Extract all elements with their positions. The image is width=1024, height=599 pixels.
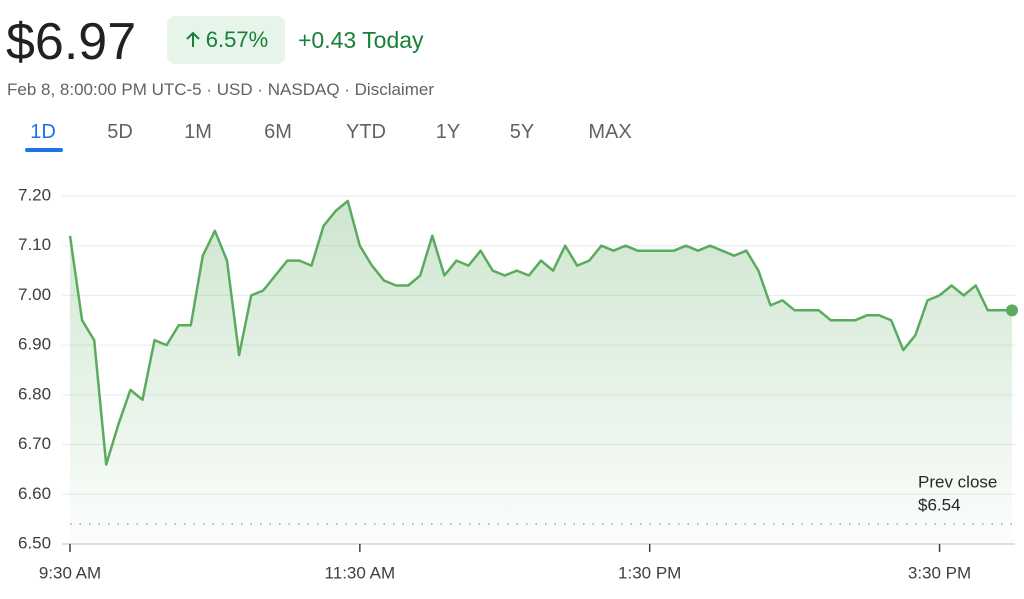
x-tick-label: 3:30 PM bbox=[908, 563, 971, 582]
x-tick-label: 9:30 AM bbox=[39, 563, 101, 582]
price-line bbox=[68, 199, 1012, 466]
range-tab[interactable]: 5Y bbox=[509, 121, 535, 143]
price-area bbox=[70, 201, 1012, 544]
y-tick-label: 7.10 bbox=[18, 235, 51, 254]
y-tick-label: 7.00 bbox=[18, 285, 51, 304]
y-tick-label: 6.70 bbox=[18, 434, 51, 453]
range-tab[interactable]: 1D bbox=[30, 121, 56, 143]
y-tick-label: 6.90 bbox=[18, 335, 51, 354]
range-tab[interactable]: YTD bbox=[346, 121, 386, 143]
range-tab[interactable]: 5D bbox=[107, 121, 133, 143]
change-today: +0.43 Today bbox=[298, 27, 424, 53]
range-tab[interactable]: 6M bbox=[264, 121, 292, 143]
change-badge: 6.57% bbox=[167, 16, 285, 64]
change-percent: 6.57% bbox=[205, 27, 269, 52]
y-tick-label: 6.50 bbox=[18, 533, 51, 552]
up-arrow bbox=[186, 31, 200, 47]
tab-underline bbox=[25, 148, 63, 152]
y-tick-label: 6.60 bbox=[18, 484, 51, 503]
range-tab[interactable]: MAX bbox=[588, 121, 632, 143]
price: $6.97 bbox=[6, 13, 137, 71]
x-tick-label: 1:30 PM bbox=[618, 563, 681, 582]
quote-info: Feb 8, 8:00:00 PM UTC-5 · USD · NASDAQ ·… bbox=[7, 80, 434, 99]
y-tick-label: 7.20 bbox=[18, 185, 51, 204]
range-tab[interactable]: 1Y bbox=[435, 121, 461, 143]
y-tick-label: 6.80 bbox=[18, 384, 51, 403]
range-tab[interactable]: 1M bbox=[184, 121, 212, 143]
last-price-dot bbox=[1006, 304, 1018, 317]
x-tick-label: 11:30 AM bbox=[325, 563, 396, 582]
